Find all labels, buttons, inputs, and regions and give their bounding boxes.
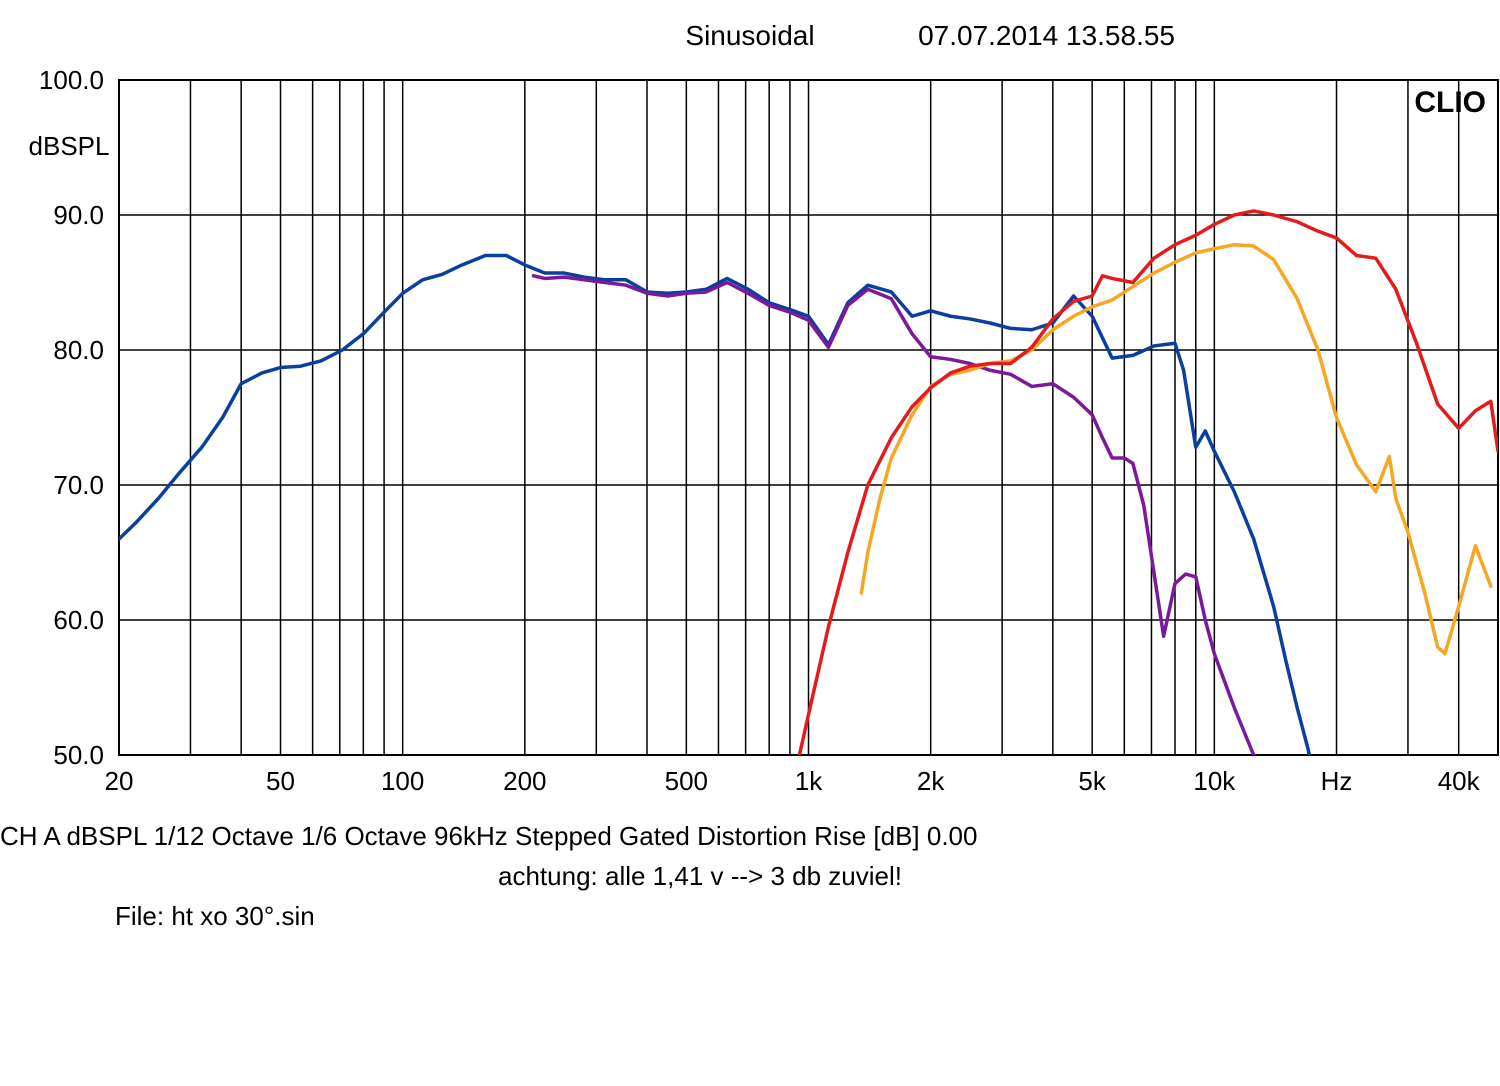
y-tick-label: 70.0 bbox=[53, 470, 104, 500]
y-tick-label: 50.0 bbox=[53, 740, 104, 770]
x-tick-label: 5k bbox=[1078, 766, 1106, 796]
x-tick-label: 100 bbox=[381, 766, 424, 796]
x-tick-label: Hz bbox=[1321, 766, 1353, 796]
y-tick-label: 100.0 bbox=[39, 65, 104, 95]
footer-line-1: CH A dBSPL 1/12 Octave 1/6 Octave 96kHz … bbox=[0, 821, 977, 851]
x-tick-label: 50 bbox=[266, 766, 295, 796]
y-axis-label: dBSPL bbox=[29, 131, 110, 161]
frequency-response-chart: Sinusoidal 07.07.2014 13.58.55 50.0 60.0 70.… bbox=[0, 0, 1500, 1086]
y-tick-label: 60.0 bbox=[53, 605, 104, 635]
x-tick-label: 10k bbox=[1193, 766, 1236, 796]
chart-title: Sinusoidal bbox=[685, 20, 814, 51]
x-tick-label: 2k bbox=[917, 766, 945, 796]
x-tick-label: 1k bbox=[795, 766, 823, 796]
x-tick-label: 200 bbox=[503, 766, 546, 796]
x-tick-label: 500 bbox=[665, 766, 708, 796]
chart-timestamp: 07.07.2014 13.58.55 bbox=[918, 20, 1175, 51]
y-tick-label: 90.0 bbox=[53, 200, 104, 230]
watermark: CLIO bbox=[1414, 86, 1486, 119]
x-tick-label: 20 bbox=[105, 766, 134, 796]
x-tick-label: 40k bbox=[1438, 766, 1481, 796]
y-tick-label: 80.0 bbox=[53, 335, 104, 365]
footer-line-2: achtung: alle 1,41 v --> 3 db zuviel! bbox=[498, 861, 902, 891]
footer-line-3: File: ht xo 30°.sin bbox=[115, 901, 315, 931]
